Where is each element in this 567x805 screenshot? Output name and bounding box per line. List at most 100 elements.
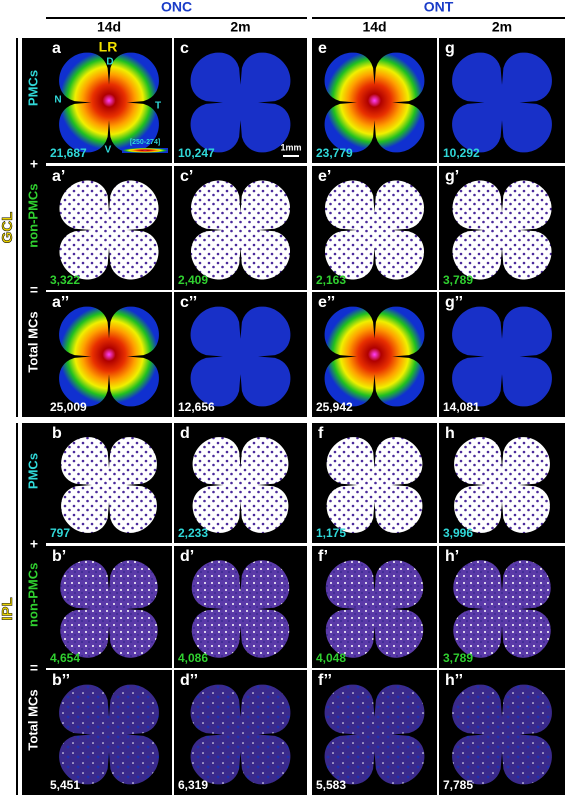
panel-count: 2,409 xyxy=(178,273,208,287)
orientation-label: LR xyxy=(99,39,118,55)
retina xyxy=(190,52,291,153)
group-label: ONC xyxy=(161,0,192,15)
column-label: 14d xyxy=(362,19,386,35)
panel-count: 3,322 xyxy=(50,273,80,287)
panel-letter: h’’ xyxy=(445,672,463,689)
panel-letter: b’ xyxy=(52,548,66,565)
section-label: IPL xyxy=(0,597,16,620)
panel-count: 21,687 xyxy=(50,146,87,160)
panel-letter: g’ xyxy=(445,168,459,185)
retina xyxy=(59,306,159,407)
retina xyxy=(59,684,159,785)
panel-letter: c’ xyxy=(180,168,193,185)
color-scale xyxy=(122,148,168,153)
panel-count: 25,942 xyxy=(316,400,353,414)
retina xyxy=(324,52,425,153)
panel-letter: a’ xyxy=(52,168,65,185)
panel-count: 3,789 xyxy=(443,273,473,287)
panel-letter: a’’ xyxy=(52,294,69,311)
panel-count: 2,233 xyxy=(178,526,208,540)
retina xyxy=(452,306,552,407)
label-strip xyxy=(22,423,46,795)
panel-count: 3,996 xyxy=(443,526,473,540)
retina xyxy=(326,437,423,533)
panel-letter: c xyxy=(180,40,189,57)
panel-count: 5,583 xyxy=(316,778,346,792)
retina xyxy=(190,684,291,785)
panel-count: 4,654 xyxy=(50,651,80,665)
row-label: non-PMCs xyxy=(25,563,40,627)
panel-count: 797 xyxy=(50,526,70,540)
panel-letter: c’’ xyxy=(180,294,197,311)
operator: + xyxy=(30,156,38,172)
panel-letter: a xyxy=(52,40,61,57)
section-label: GCL xyxy=(0,212,16,244)
panel-count: 4,048 xyxy=(316,651,346,665)
retina xyxy=(60,560,158,658)
operator: = xyxy=(30,282,38,298)
column-label: 2m xyxy=(492,19,512,35)
panel-count: 14,081 xyxy=(443,400,480,414)
panel-letter: d xyxy=(180,425,190,442)
operator: = xyxy=(30,660,38,676)
panel-letter: e’’ xyxy=(318,294,335,311)
operator: + xyxy=(30,536,38,552)
panel-letter: h’ xyxy=(445,548,459,565)
row-label: PMCs xyxy=(25,70,40,106)
retina xyxy=(324,306,425,407)
orientation-label: D xyxy=(106,57,113,68)
panel-letter: f’ xyxy=(318,548,328,565)
panel-letter: h xyxy=(445,425,455,442)
label-strip xyxy=(22,38,46,417)
panel-count: 25,009 xyxy=(50,400,87,414)
retina xyxy=(324,684,425,785)
panel-letter: f’’ xyxy=(318,672,332,689)
orientation-label: V xyxy=(105,145,112,156)
panel-letter: b’’ xyxy=(52,672,70,689)
panel-count: 5,451 xyxy=(50,778,80,792)
retina xyxy=(190,306,291,407)
panel-count: 7,785 xyxy=(443,778,473,792)
panel-count: 1,175 xyxy=(316,526,346,540)
retina xyxy=(452,684,552,785)
scale-bar-label: 1mm xyxy=(280,142,301,152)
retina xyxy=(61,437,157,533)
panel-letter: d’ xyxy=(180,548,194,565)
retina xyxy=(59,52,159,153)
retina xyxy=(452,52,552,153)
retina xyxy=(452,180,552,280)
panel-letter: e xyxy=(318,40,327,57)
row-label: Total MCs xyxy=(25,689,40,750)
panel-count: 23,779 xyxy=(316,146,353,160)
panel-count: 2,163 xyxy=(316,273,346,287)
panel-letter: e’ xyxy=(318,168,331,185)
row-label: PMCs xyxy=(25,453,40,489)
column-label: 2m xyxy=(230,19,250,35)
panel-count: 4,086 xyxy=(178,651,208,665)
retina xyxy=(325,180,424,280)
panel-letter: g’’ xyxy=(445,294,463,311)
orientation-label: N xyxy=(54,95,61,106)
panel-count: 12,656 xyxy=(178,400,215,414)
column-label: 14d xyxy=(97,19,121,35)
retina xyxy=(192,437,289,533)
row-label: Total MCs xyxy=(25,311,40,372)
panel-letter: g xyxy=(445,40,455,57)
retina xyxy=(191,180,290,280)
panel-letter: f xyxy=(318,425,324,442)
panel-count: 10,247 xyxy=(178,146,215,160)
group-label: ONT xyxy=(424,0,454,15)
retina xyxy=(454,437,550,533)
retina xyxy=(325,560,424,658)
retina xyxy=(59,180,159,280)
orientation-label: T xyxy=(155,101,161,112)
panel-letter: b xyxy=(52,425,62,442)
panel-letter: d’’ xyxy=(180,672,198,689)
panel-count: 10,292 xyxy=(443,146,480,160)
retina xyxy=(453,560,551,658)
panel-count: 6,319 xyxy=(178,778,208,792)
row-label: non-PMCs xyxy=(25,183,40,247)
panel-count: 3,789 xyxy=(443,651,473,665)
